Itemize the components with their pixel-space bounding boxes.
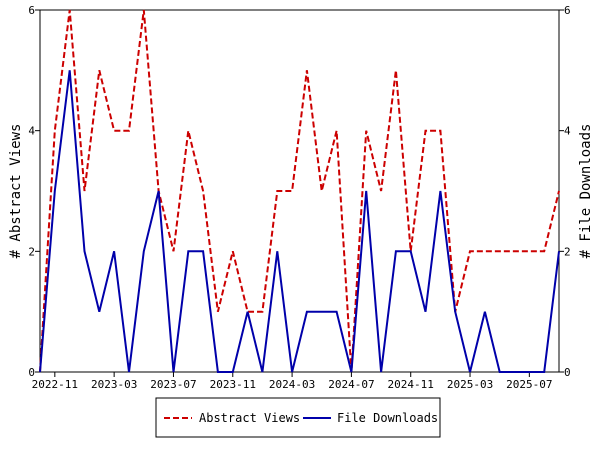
data-point-file-downloads: [453, 310, 457, 314]
data-point-file-downloads: [53, 189, 57, 193]
data-point-abstract-views: [171, 249, 175, 253]
data-point-file-downloads: [305, 310, 309, 314]
data-point-file-downloads: [542, 370, 546, 374]
y-tick-label-right: 2: [564, 245, 571, 258]
data-point-abstract-views: [527, 249, 531, 253]
y-tick-label-left: 4: [28, 125, 35, 138]
legend: Abstract Views File Downloads: [155, 397, 441, 438]
x-axis: 2022-11 2023-03 2023-07 2023-11 2024-03 2024-…: [32, 372, 553, 391]
x-tick-label: 2024-11: [388, 378, 434, 391]
data-point-file-downloads: [290, 370, 294, 374]
data-point-abstract-views: [557, 189, 561, 193]
data-point-file-downloads: [231, 370, 235, 374]
data-point-file-downloads: [260, 370, 264, 374]
x-tick-label: 2023-07: [150, 378, 196, 391]
plot-area: [39, 9, 560, 373]
y-axis-left-title: # Abstract Views: [8, 124, 24, 259]
data-point-file-downloads: [201, 249, 205, 253]
data-point-abstract-views: [468, 249, 472, 253]
data-point-abstract-views: [364, 129, 368, 133]
series-layer: [38, 8, 561, 374]
data-point-file-downloads: [394, 249, 398, 253]
data-point-abstract-views: [438, 129, 442, 133]
data-point-abstract-views: [68, 8, 72, 12]
data-point-abstract-views: [394, 68, 398, 72]
data-point-file-downloads: [364, 189, 368, 193]
data-point-abstract-views: [201, 189, 205, 193]
data-point-abstract-views: [320, 189, 324, 193]
data-point-file-downloads: [157, 189, 161, 193]
data-point-abstract-views: [275, 189, 279, 193]
data-point-file-downloads: [513, 370, 517, 374]
data-point-file-downloads: [483, 310, 487, 314]
data-point-abstract-views: [290, 189, 294, 193]
data-point-abstract-views: [305, 68, 309, 72]
data-point-abstract-views: [142, 8, 146, 12]
y-tick-label-right: 6: [564, 4, 571, 17]
data-point-file-downloads: [468, 370, 472, 374]
data-point-abstract-views: [216, 310, 220, 314]
data-point-file-downloads: [82, 249, 86, 253]
data-point-file-downloads: [97, 310, 101, 314]
data-point-abstract-views: [379, 189, 383, 193]
data-point-abstract-views: [53, 129, 57, 133]
data-point-abstract-views: [424, 129, 428, 133]
series-line-abstract-views: [39, 9, 560, 373]
y-tick-label-right: 0: [564, 366, 571, 379]
y-axis-right: 0 2 4 6: [559, 4, 571, 379]
data-point-file-downloads: [171, 370, 175, 374]
x-tick-label: 2025-03: [447, 378, 493, 391]
legend-label-abstract-views: Abstract Views: [199, 411, 300, 425]
legend-box: [155, 397, 441, 438]
data-point-abstract-views: [82, 189, 86, 193]
data-point-file-downloads: [424, 310, 428, 314]
y-tick-label-left: 6: [28, 4, 35, 17]
data-point-file-downloads: [186, 249, 190, 253]
data-point-file-downloads: [335, 310, 339, 314]
data-point-file-downloads: [320, 310, 324, 314]
legend-label-file-downloads: File Downloads: [337, 411, 438, 425]
x-tick-label: 2023-03: [91, 378, 137, 391]
x-tick-label: 2024-03: [269, 378, 315, 391]
x-tick-label: 2022-11: [32, 378, 78, 391]
data-point-abstract-views: [186, 129, 190, 133]
data-point-abstract-views: [542, 249, 546, 253]
x-tick-label: 2024-07: [328, 378, 374, 391]
data-point-abstract-views: [260, 310, 264, 314]
data-point-file-downloads: [246, 310, 250, 314]
data-point-abstract-views: [513, 249, 517, 253]
x-tick-label: 2025-07: [506, 378, 552, 391]
data-point-abstract-views: [483, 249, 487, 253]
data-point-abstract-views: [97, 68, 101, 72]
x-tick-label: 2023-11: [210, 378, 256, 391]
data-point-file-downloads: [498, 370, 502, 374]
data-point-file-downloads: [527, 370, 531, 374]
data-point-file-downloads: [112, 249, 116, 253]
data-point-file-downloads: [68, 68, 72, 72]
series-line-file-downloads: [39, 70, 560, 373]
data-point-file-downloads: [142, 249, 146, 253]
data-point-abstract-views: [335, 129, 339, 133]
data-point-abstract-views: [231, 249, 235, 253]
y-axis-left: 0 2 4 6: [28, 4, 40, 379]
data-point-file-downloads: [557, 249, 561, 253]
data-point-file-downloads: [275, 249, 279, 253]
data-point-abstract-views: [498, 249, 502, 253]
y-tick-label-right: 4: [564, 125, 571, 138]
data-point-file-downloads: [379, 370, 383, 374]
data-point-file-downloads: [216, 370, 220, 374]
y-tick-label-left: 0: [28, 366, 35, 379]
data-point-file-downloads: [438, 189, 442, 193]
data-point-file-downloads: [38, 370, 42, 374]
data-point-file-downloads: [409, 249, 413, 253]
data-point-file-downloads: [127, 370, 131, 374]
data-point-abstract-views: [112, 129, 116, 133]
y-tick-label-left: 2: [28, 245, 35, 258]
data-point-abstract-views: [127, 129, 131, 133]
y-axis-right-title: # File Downloads: [578, 124, 594, 259]
data-point-file-downloads: [349, 370, 353, 374]
